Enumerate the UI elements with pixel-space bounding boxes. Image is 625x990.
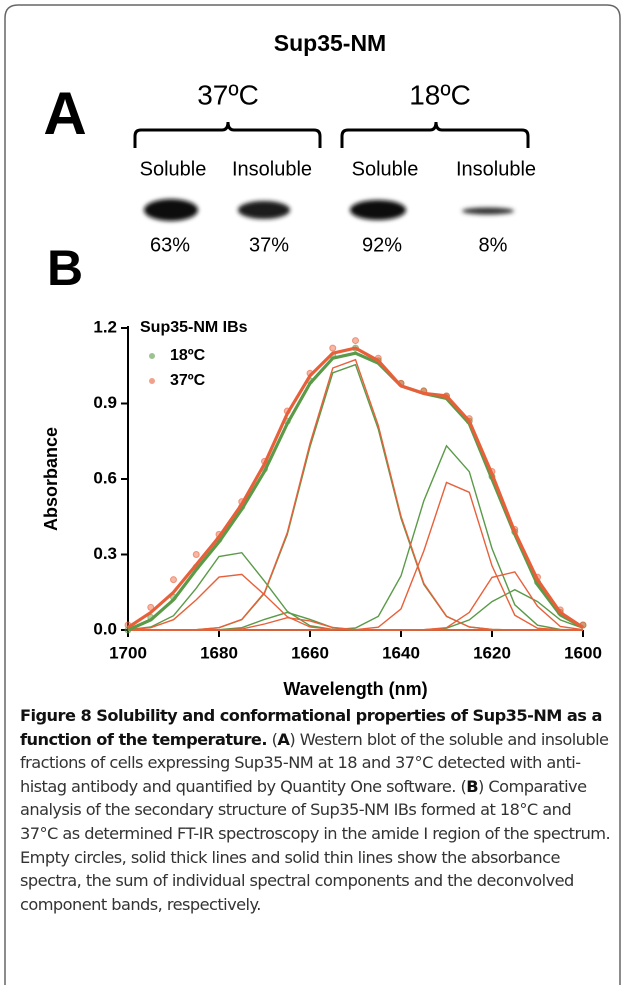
data-point bbox=[192, 551, 200, 558]
component-band bbox=[128, 571, 584, 631]
panel-a: Sup35-NM A 37ºC Soluble 63% Insoluble 37% 18º… bbox=[43, 30, 536, 256]
sum-line bbox=[127, 346, 584, 629]
blot-band bbox=[144, 199, 198, 221]
x-tick-label: 1640 bbox=[382, 643, 420, 662]
percent-label: 8% bbox=[479, 234, 508, 256]
blot-band bbox=[238, 201, 290, 219]
caption-text: B bbox=[466, 776, 479, 796]
data-point bbox=[329, 344, 337, 352]
fraction-label: Insoluble bbox=[232, 158, 312, 180]
blot-title: Sup35-NM bbox=[274, 30, 386, 56]
caption-body: (A) Western blot of the soluble and inso… bbox=[20, 729, 611, 914]
y-axis-label: Absorbance bbox=[41, 427, 61, 531]
x-axis-label: Wavelength (nm) bbox=[283, 679, 427, 699]
legend-label: 18ºC bbox=[170, 347, 206, 364]
temperature-label: 18ºC bbox=[409, 79, 471, 110]
component-band bbox=[128, 358, 583, 631]
caption-text: ) Western blot of the soluble and insolu… bbox=[20, 729, 609, 796]
data-point bbox=[170, 576, 177, 584]
chart: 0.0 0.3 0.6 0.9 1.2 1700 1680 1660 1640 1620 1600 W… bbox=[41, 317, 602, 698]
x-tick-label: 1620 bbox=[473, 643, 511, 662]
blot-band bbox=[350, 200, 406, 220]
caption: Figure 8 Solubility and conformational p… bbox=[20, 704, 612, 916]
legend-marker bbox=[149, 378, 155, 384]
panel-label: B bbox=[47, 240, 83, 296]
legend-title: Sup35-NM IBs bbox=[140, 319, 248, 336]
x-tick-label: 1680 bbox=[200, 643, 238, 662]
brace bbox=[340, 121, 530, 148]
x-tick-label: 1600 bbox=[564, 643, 602, 662]
fraction-label: Soluble bbox=[352, 158, 419, 180]
y-tick-label: 0.9 bbox=[93, 393, 117, 412]
x-tick-label: 1660 bbox=[291, 643, 329, 662]
caption-text: ( bbox=[271, 729, 278, 749]
component-band bbox=[128, 588, 584, 631]
y-tick-label: 1.2 bbox=[93, 317, 117, 336]
caption-text: ) Comparative analysis of the secondary … bbox=[20, 776, 611, 914]
percent-label: 37% bbox=[249, 234, 289, 256]
frame-border bbox=[4, 4, 621, 985]
percent-label: 92% bbox=[362, 234, 402, 256]
x-tick-label: 1700 bbox=[109, 643, 147, 662]
component-band bbox=[127, 573, 583, 631]
percent-label: 63% bbox=[150, 234, 190, 256]
caption-text: A bbox=[277, 729, 290, 749]
fraction-label: Soluble bbox=[140, 158, 207, 180]
temperature-label: 37ºC bbox=[197, 79, 259, 110]
fraction-label: Insoluble bbox=[456, 158, 536, 180]
data-point bbox=[352, 337, 359, 345]
y-tick-label: 0.3 bbox=[93, 544, 117, 563]
caption-title: Figure 8 Solubility and conformational p… bbox=[20, 706, 602, 749]
legend-marker bbox=[149, 353, 155, 359]
blot-band bbox=[462, 207, 514, 215]
legend-label: 37ºC bbox=[170, 372, 206, 389]
y-tick-label: 0.6 bbox=[93, 468, 117, 487]
y-tick-label: 0.0 bbox=[93, 619, 117, 638]
panel-label: A bbox=[43, 80, 86, 147]
brace bbox=[133, 121, 322, 148]
